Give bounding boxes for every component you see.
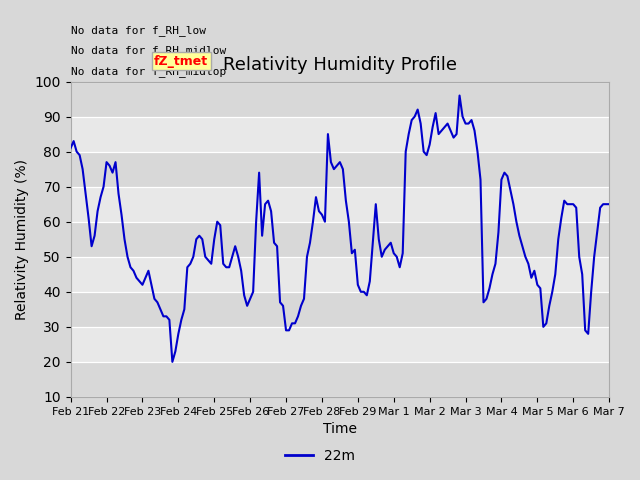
Legend: 22m: 22m [280,443,360,468]
Bar [70,327,609,362]
Bar [70,152,609,187]
Bar [70,362,609,397]
Bar [70,292,609,327]
Text: No data for f_RH_midlow: No data for f_RH_midlow [70,45,226,56]
Title: Relativity Humidity Profile: Relativity Humidity Profile [223,57,457,74]
X-axis label: Time: Time [323,422,357,436]
Bar [70,117,609,152]
Bar [70,222,609,257]
Bar [70,257,609,292]
Text: No data for f_RH_low: No data for f_RH_low [70,25,205,36]
Bar [70,187,609,222]
Bar [70,82,609,117]
Y-axis label: Relativity Humidity (%): Relativity Humidity (%) [15,159,29,320]
Text: No data for f_RH_midtop: No data for f_RH_midtop [70,66,226,77]
Text: fZ_tmet: fZ_tmet [154,55,208,68]
